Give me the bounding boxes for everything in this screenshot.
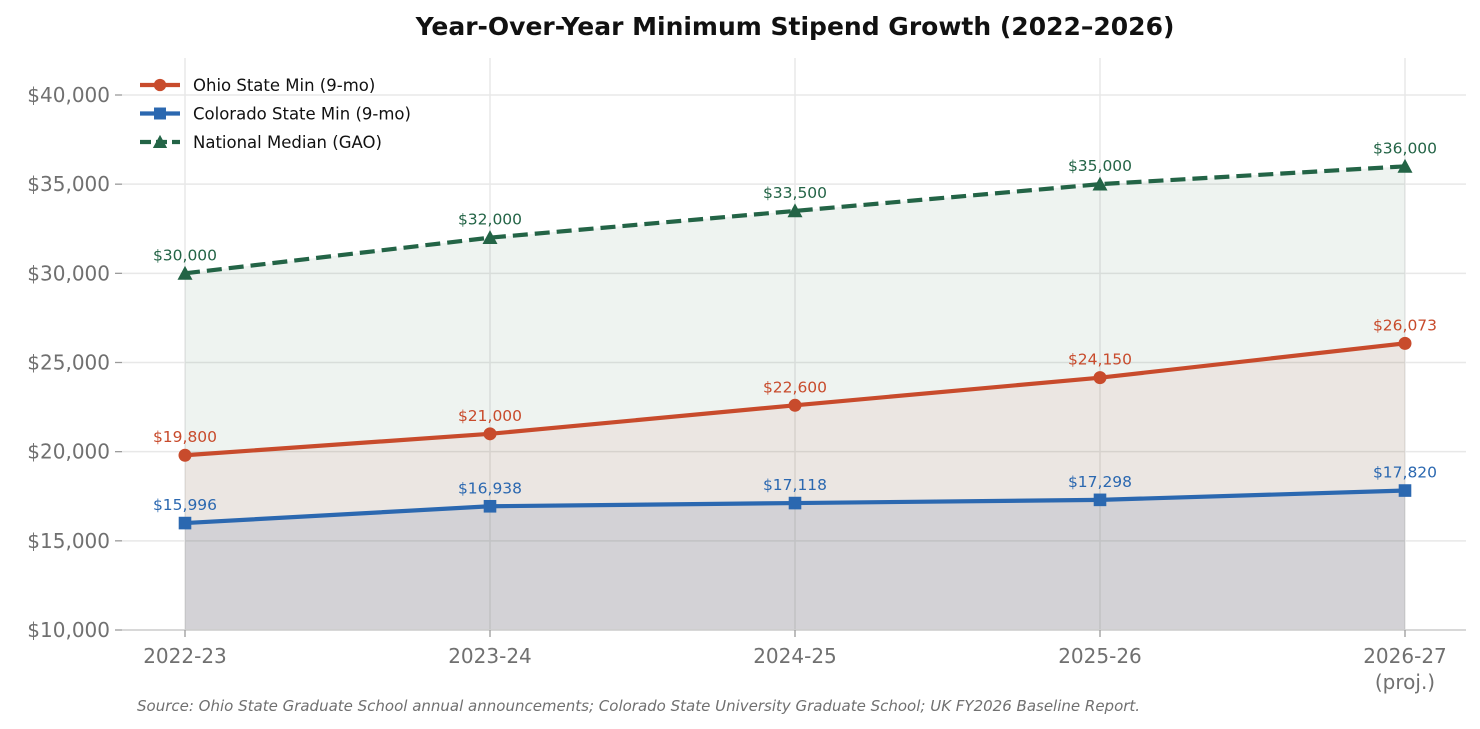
data-label: $30,000 <box>153 246 217 264</box>
x-tick-label: 2026-27 <box>1363 644 1447 668</box>
data-label: $16,938 <box>458 479 522 497</box>
grid-lines <box>122 58 1466 631</box>
data-point <box>1093 493 1107 507</box>
data-point <box>482 230 498 245</box>
data-point <box>1398 484 1412 497</box>
series-fills <box>185 166 1405 631</box>
legend-swatch-marker <box>153 78 167 92</box>
data-point <box>483 427 497 441</box>
y-tick-label: $40,000 <box>27 83 110 107</box>
y-tick-label: $15,000 <box>27 529 110 553</box>
series-fill <box>185 343 1405 630</box>
legend-swatch-marker <box>154 107 166 120</box>
series-line <box>184 164 1406 276</box>
y-tick-label: $10,000 <box>27 618 110 642</box>
data-label: $19,800 <box>153 428 217 446</box>
series-fill <box>185 166 1405 631</box>
data-label: $36,000 <box>1373 139 1437 157</box>
series-fill-shade <box>185 490 1405 630</box>
data-label: $32,000 <box>458 211 522 229</box>
y-tick-label: $30,000 <box>27 261 110 285</box>
x-tick-label: 2023-24 <box>448 644 532 668</box>
data-point <box>178 516 192 530</box>
data-label: $33,500 <box>763 184 827 202</box>
legend-swatch-marker <box>152 134 168 149</box>
data-label: $24,150 <box>1068 351 1132 369</box>
data-label: $15,996 <box>153 496 217 514</box>
x-tick-label: 2022-23 <box>143 644 227 668</box>
data-labels: $19,800 $21,000 $22,600 $24,150 $26,073 $15,9… <box>153 139 1437 514</box>
data-point <box>1092 176 1108 191</box>
data-point <box>178 448 192 462</box>
legend-label: Ohio State Min (9-mo) <box>193 76 375 95</box>
data-point <box>1398 336 1412 350</box>
data-point <box>1397 158 1413 173</box>
data-point <box>1093 371 1107 385</box>
data-label: $21,000 <box>458 407 522 425</box>
y-tick-label: $20,000 <box>27 440 110 464</box>
data-label: $26,073 <box>1373 316 1437 334</box>
data-point <box>788 496 802 510</box>
data-label: $17,298 <box>1068 473 1132 491</box>
data-label: $22,600 <box>763 378 827 396</box>
data-label: $17,820 <box>1373 464 1437 482</box>
source-note: Source: Ohio State Graduate School annua… <box>137 697 1140 715</box>
chart-title: Year-Over-Year Minimum Stipend Growth (2… <box>415 12 1175 41</box>
x-tick-sublabel: (proj.) <box>1375 670 1435 694</box>
series-fill <box>185 490 1405 630</box>
data-point <box>177 265 193 280</box>
data-point <box>787 203 803 218</box>
series-markers <box>177 158 1413 530</box>
axes: $10,000 $15,000 $20,000 $25,000 $30,000 $35,0… <box>27 83 1466 694</box>
data-point <box>788 398 802 412</box>
data-label: $35,000 <box>1068 157 1132 175</box>
legend-label: Colorado State Min (9-mo) <box>193 105 411 124</box>
x-tick-label: 2024-25 <box>753 644 837 668</box>
y-tick-label: $25,000 <box>27 351 110 375</box>
x-tick-label: 2025-26 <box>1058 644 1142 668</box>
data-point <box>483 499 497 513</box>
data-label: $17,118 <box>763 476 827 494</box>
legend-label: National Median (GAO) <box>193 133 382 152</box>
legend: Ohio State Min (9-mo) Colorado State Min … <box>140 76 411 152</box>
y-tick-label: $35,000 <box>27 172 110 196</box>
